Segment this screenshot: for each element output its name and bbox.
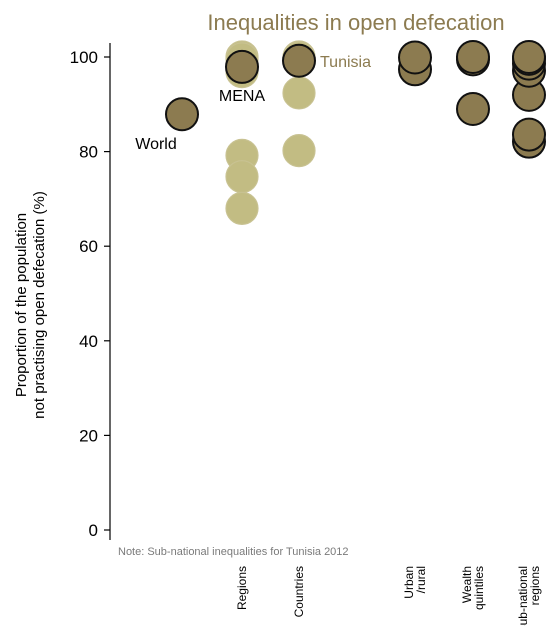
y-axis-ticks: 0 20 40 60 80 100 (70, 48, 110, 540)
data-point-subnational (512, 40, 546, 74)
y-tick-label: 20 (79, 426, 98, 445)
data-point-regions (225, 191, 259, 225)
chart-title: Inequalities in open defecation (207, 10, 504, 35)
category-label-wealth: quintiles (472, 566, 486, 610)
data-point-wealth (456, 92, 490, 127)
category-label-countries: Countries (292, 566, 306, 617)
data-point-subnational (512, 117, 546, 152)
y-axis-label-line-1: Proportion of the population (13, 213, 30, 397)
category-label-urban-rural: /rural (414, 566, 428, 593)
data-point-countries (282, 43, 316, 78)
data-point-countries (282, 76, 316, 110)
category-label-wealth: Wealth (460, 566, 474, 603)
category-label-regions: Regions (235, 566, 249, 610)
point-label-tunisia: Tunisia (320, 54, 371, 71)
data-point-urban-rural (398, 40, 432, 75)
y-tick-label: 40 (79, 332, 98, 351)
data-point-regions (225, 49, 259, 84)
point-label-world: World (135, 136, 177, 153)
point-label-mena: MENA (219, 88, 266, 105)
category-labels: Regions Countries Urban/rural Wealthquintil… (235, 566, 542, 626)
data-point-countries (282, 134, 316, 168)
y-tick-label: 0 (89, 521, 98, 540)
y-tick-label: 100 (70, 48, 98, 67)
y-axis-label: Proportion of the population not practis… (13, 191, 48, 419)
data-point-world (165, 97, 199, 132)
y-tick-label: 60 (79, 237, 98, 256)
data-point-wealth (456, 40, 490, 74)
category-label-urban-rural: Urban (402, 566, 416, 599)
category-label-subnational: regions (528, 566, 542, 605)
point-labels: World MENA Tunisia (135, 54, 371, 153)
data-point-regions (225, 160, 259, 194)
y-tick-label: 80 (79, 143, 98, 162)
chart-note: Note: Sub-national inequalities for Tuni… (118, 546, 349, 558)
data-points (165, 40, 546, 225)
category-label-subnational: Sub-national (516, 566, 530, 626)
y-axis-label-line-2: not practising open defecation (%) (31, 191, 48, 419)
